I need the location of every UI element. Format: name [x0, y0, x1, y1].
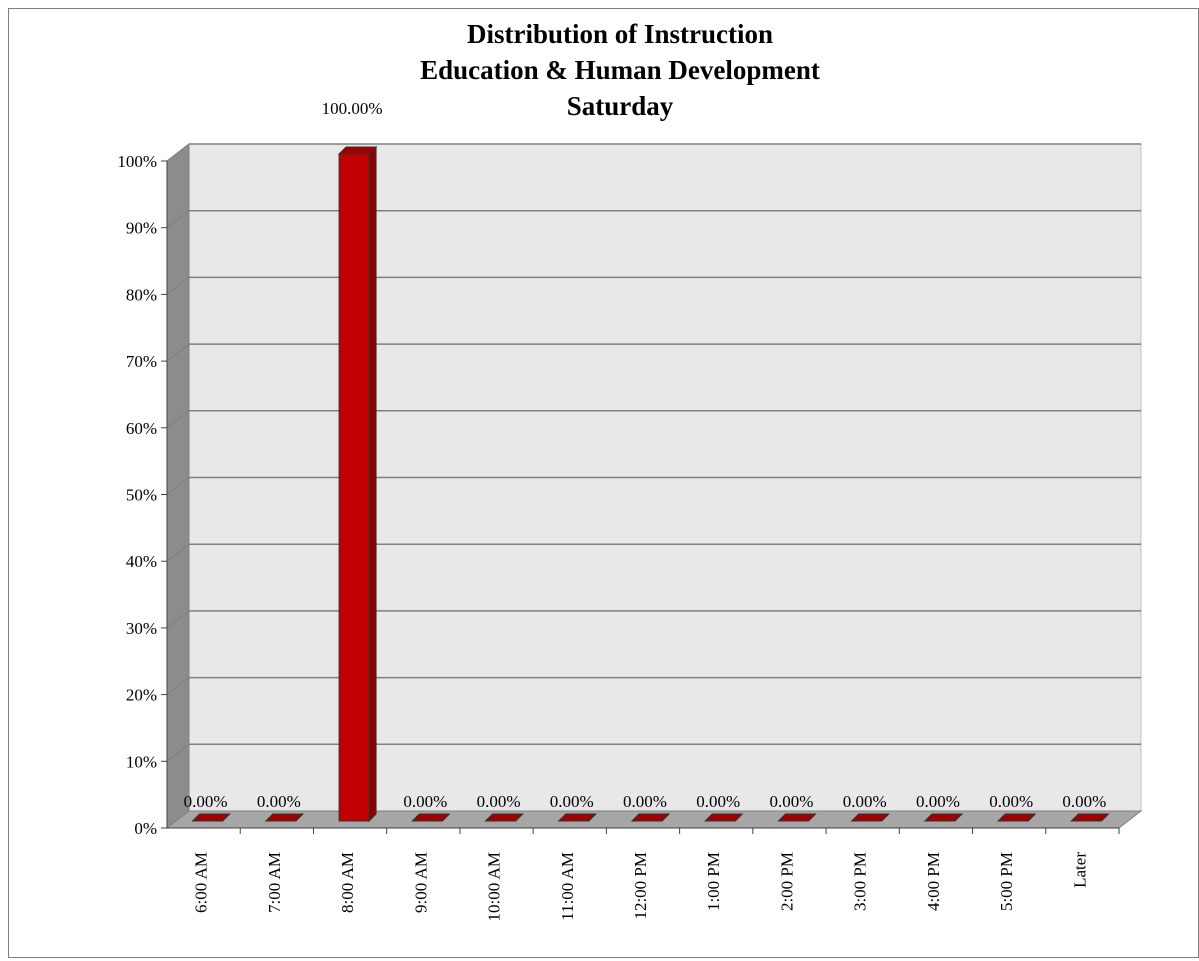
y-tick-label: 30% [126, 619, 157, 638]
bar [704, 813, 744, 822]
data-label: 0.00% [916, 792, 960, 811]
gridline-side [166, 343, 190, 362]
y-tick-label: 20% [126, 686, 157, 705]
bar-series [191, 145, 1110, 823]
bar [850, 813, 890, 822]
chart-area: 0% 10% 20% 30% 40% 50% 60% 70% 80% 90% 100% 6:00 A… [8, 8, 1199, 958]
x-category-label: 1:00 PM [704, 852, 723, 911]
data-label: 0.00% [1062, 792, 1106, 811]
data-label: 0.00% [843, 792, 887, 811]
plot-walls [165, 142, 1143, 830]
x-category-label: 9:00 AM [411, 852, 430, 913]
x-category-label: 7:00 AM [265, 852, 284, 913]
chart-title: Distribution of Instruction Education & … [420, 19, 820, 121]
bar [484, 813, 524, 822]
data-label: 0.00% [257, 792, 301, 811]
x-category-label: 5:00 PM [997, 852, 1016, 911]
chart-title-line-2: Education & Human Development [420, 55, 820, 85]
bar [264, 813, 305, 822]
y-tick-label: 70% [126, 352, 157, 371]
data-label: 100.00% [322, 99, 383, 118]
x-category-label: 11:00 AM [558, 852, 577, 921]
data-label: 0.00% [403, 792, 447, 811]
data-label: 0.00% [770, 792, 814, 811]
x-category-label: 2:00 PM [777, 852, 796, 911]
data-label: 0.00% [989, 792, 1033, 811]
data-label: 0.00% [184, 792, 228, 811]
bar [630, 813, 671, 822]
bar [191, 813, 231, 822]
data-label: 0.00% [696, 792, 740, 811]
data-label: 0.00% [623, 792, 667, 811]
gridline-side [166, 143, 190, 162]
y-tick-label: 60% [126, 419, 157, 438]
gridline-side [166, 543, 190, 562]
y-axis-tick-labels: 0% 10% 20% 30% 40% 50% 60% 70% 80% 90% 100% [117, 152, 157, 838]
x-category-label: 8:00 AM [338, 852, 357, 913]
y-tick-label: 40% [126, 552, 157, 571]
bar [996, 813, 1037, 822]
gridline-side [166, 410, 190, 429]
bar [557, 813, 597, 822]
x-category-label: 6:00 AM [192, 852, 211, 913]
gridline-side [166, 210, 190, 229]
data-label: 0.00% [477, 792, 521, 811]
chart-title-line-1: Distribution of Instruction [467, 19, 773, 49]
y-tick-label: 50% [126, 486, 157, 505]
data-label: 0.00% [550, 792, 594, 811]
bar [923, 813, 964, 822]
x-category-label: Later [1070, 852, 1089, 888]
gridline-side [166, 610, 190, 629]
y-tick-label: 80% [126, 285, 157, 304]
x-category-label: 4:00 PM [924, 852, 943, 911]
y-tick-label: 10% [126, 752, 157, 771]
y-tick-label: 0% [134, 819, 157, 838]
x-category-label: 12:00 PM [631, 852, 650, 920]
x-category-label: 10:00 AM [485, 852, 504, 921]
bar [338, 153, 370, 822]
gridline-side [166, 677, 190, 695]
gridline-side [166, 477, 190, 495]
y-tick-label: 90% [126, 219, 157, 238]
bar [1070, 813, 1110, 822]
gridline-side [166, 277, 190, 295]
y-tick-label: 100% [117, 152, 157, 171]
x-axis-category-labels: 6:00 AM 7:00 AM 8:00 AM 9:00 AM 10:00 AM 11:0… [192, 852, 1090, 922]
x-category-label: 3:00 PM [851, 852, 870, 911]
bar [777, 813, 817, 822]
chart-title-line-3: Saturday [567, 91, 674, 121]
data-labels: 0.00% 0.00% 100.00% 0.00% 0.00% 0.00% 0.00% 0.0… [184, 99, 1107, 811]
bar-side [368, 145, 377, 823]
column-chart: 0% 10% 20% 30% 40% 50% 60% 70% 80% 90% 100% 6:00 A… [117, 19, 1143, 922]
bar [411, 813, 451, 822]
bar-top [337, 146, 378, 155]
gridline-side [166, 743, 190, 762]
